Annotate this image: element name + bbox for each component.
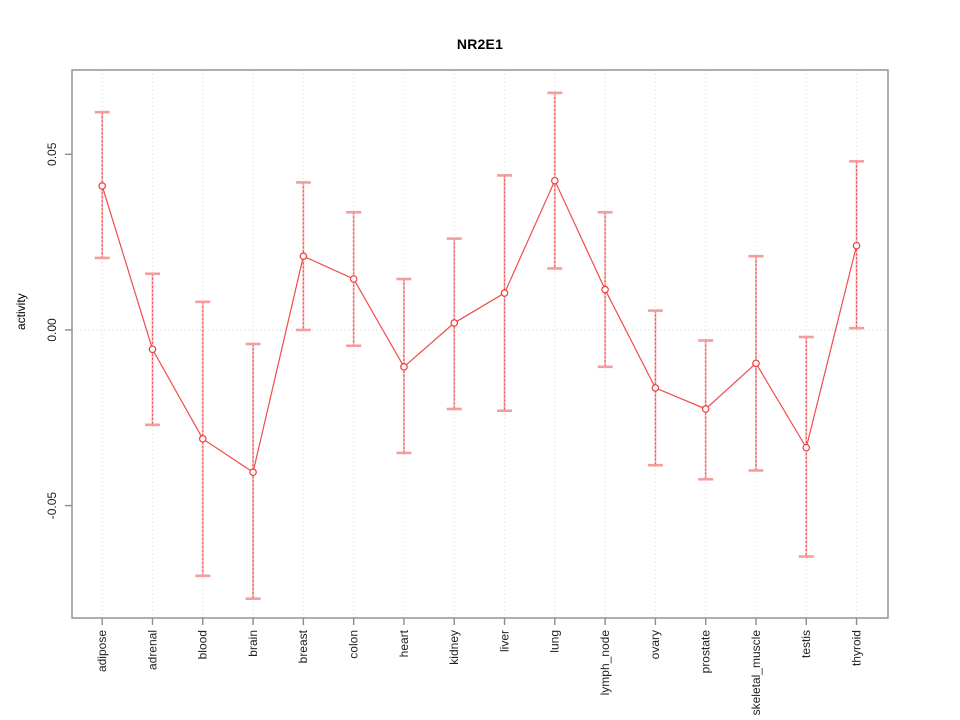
plot-frame	[71, 69, 889, 619]
data-point-marker	[299, 252, 308, 260]
x-tick-label: adrenal	[145, 630, 159, 670]
data-point-marker	[400, 363, 408, 371]
chart-title: NR2E1	[456, 36, 504, 52]
x-tick-label: heart	[397, 629, 411, 657]
x-tick-label: liver	[497, 630, 511, 652]
data-point-marker	[802, 443, 811, 452]
y-tick-label: -0.05	[45, 492, 59, 520]
y-tick-label: 0.05	[45, 142, 59, 166]
x-tick-label: blood	[196, 630, 210, 659]
data-point-marker	[651, 384, 660, 392]
x-tick-label: testis	[799, 630, 813, 658]
data-point-marker	[551, 176, 559, 185]
data-point-marker	[701, 405, 710, 413]
x-tick-label: prostate	[699, 630, 713, 674]
x-tick-label: lymph_node	[598, 630, 612, 696]
series-line	[101, 179, 858, 474]
x-tick-label: colon	[346, 630, 360, 659]
x-tick-label: kidney	[447, 630, 461, 665]
data-point-marker	[752, 359, 760, 368]
data-point-marker	[349, 275, 358, 283]
data-point-marker	[852, 241, 861, 250]
data-point-marker	[450, 319, 459, 327]
x-tick-label: ovary	[648, 630, 662, 659]
y-tick-label: 0.00	[45, 318, 59, 342]
data-point-marker	[198, 435, 207, 443]
x-tick-label: breast	[296, 629, 310, 663]
x-tick-label: adipose	[95, 630, 109, 672]
data-point-marker	[500, 289, 509, 297]
x-tick-label: thyroid	[849, 630, 863, 666]
data-point-marker	[148, 345, 157, 354]
x-tick-label: brain	[246, 630, 260, 657]
data-point-marker	[249, 468, 257, 477]
data-point-marker	[601, 285, 609, 294]
data-point-marker	[98, 182, 107, 190]
x-tick-label: lung	[548, 630, 562, 653]
x-tick-label: skeletal_muscle	[749, 630, 763, 716]
